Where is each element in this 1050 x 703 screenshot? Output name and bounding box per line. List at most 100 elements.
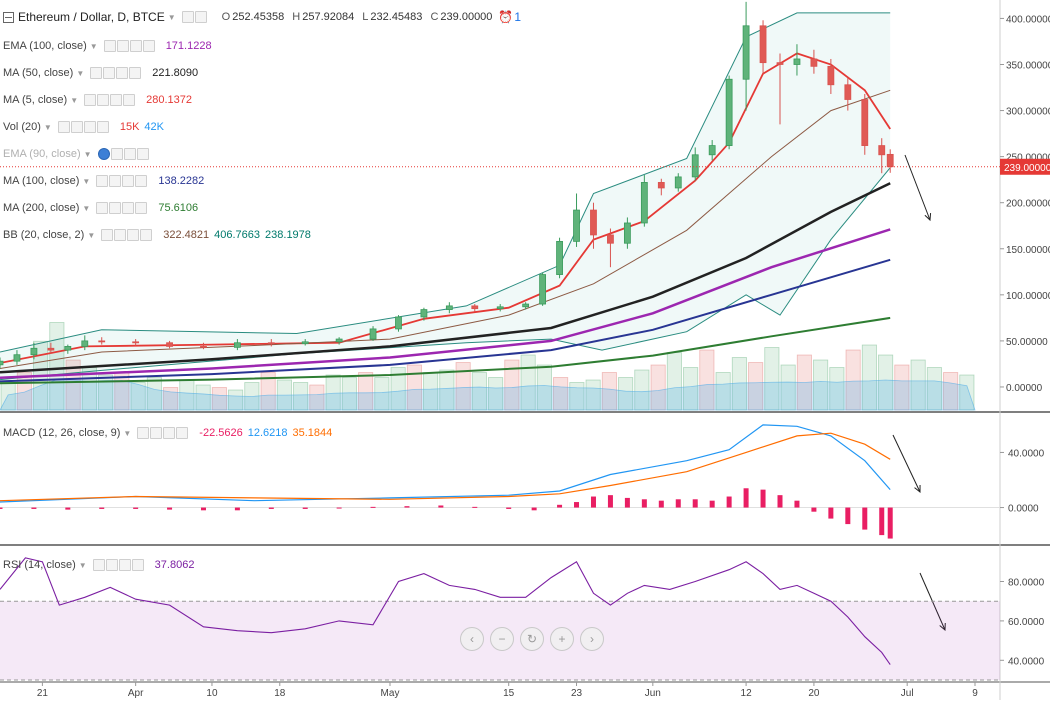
zoom-out-button[interactable]: −	[490, 627, 514, 651]
rsi-tick-label: 80.0000	[1008, 577, 1045, 588]
alert-count[interactable]: 1	[514, 10, 522, 24]
indicator-name[interactable]: EMA (100, close)	[3, 40, 87, 52]
eye-icon[interactable]	[57, 121, 70, 133]
plus-icon[interactable]	[110, 94, 123, 106]
rsi-legend[interactable]: RSI (14, close) ▼ 37.8062	[3, 557, 194, 573]
indicator-row[interactable]: EMA (100, close) ▼ 171.1228	[3, 38, 212, 54]
eye-icon[interactable]	[96, 202, 109, 214]
indicator-row[interactable]: MA (200, close) ▼ 75.6106	[3, 200, 198, 216]
gear-icon[interactable]	[70, 121, 83, 133]
close-icon[interactable]	[135, 175, 148, 187]
chevron-down-icon[interactable]: ▼	[87, 230, 96, 240]
close-icon[interactable]	[176, 427, 189, 439]
chevron-down-icon[interactable]: ▼	[167, 12, 176, 22]
high-label: H	[292, 11, 301, 23]
eye-icon[interactable]	[97, 148, 110, 160]
zoom-in-button[interactable]: +	[550, 627, 574, 651]
eye-icon[interactable]	[84, 94, 97, 106]
eye-icon[interactable]	[103, 40, 116, 52]
candle-body	[200, 346, 207, 348]
chevron-down-icon[interactable]: ▼	[82, 176, 91, 186]
candle-body	[47, 347, 55, 351]
indicator-name[interactable]: MA (100, close)	[3, 175, 80, 187]
eye-icon[interactable]	[96, 175, 109, 187]
gear-icon[interactable]	[103, 67, 116, 79]
eye-icon[interactable]	[137, 427, 150, 439]
chevron-down-icon[interactable]: ▼	[43, 122, 52, 132]
indicator-row[interactable]: MA (100, close) ▼ 138.2282	[3, 173, 204, 189]
chevron-down-icon[interactable]: ▼	[89, 41, 98, 51]
indicator-name[interactable]: MA (5, close)	[3, 94, 68, 106]
plus-icon[interactable]	[122, 202, 135, 214]
close-icon[interactable]	[96, 121, 109, 133]
eye-icon[interactable]	[90, 67, 103, 79]
indicator-row[interactable]: BB (20, close, 2) ▼ 322.4821 406.7663 238.19…	[3, 227, 311, 243]
plus-icon[interactable]	[127, 229, 140, 241]
gear-icon[interactable]	[109, 175, 122, 187]
indicator-name[interactable]: EMA (90, close)	[3, 148, 81, 160]
gear-icon[interactable]	[114, 229, 127, 241]
scroll-left-button[interactable]: ‹	[460, 627, 484, 651]
candle-body	[369, 328, 377, 340]
close-icon[interactable]	[129, 67, 142, 79]
plus-icon[interactable]	[123, 148, 136, 160]
indicator-name[interactable]: MACD (12, 26, close, 9)	[3, 427, 121, 439]
indicator-row[interactable]: EMA (90, close) ▼	[3, 146, 155, 162]
indicator-value: 238.1978	[265, 229, 311, 241]
plus-icon[interactable]	[163, 427, 176, 439]
chevron-down-icon[interactable]: ▼	[82, 203, 91, 213]
indicator-row[interactable]: Vol (20) ▼ 15K 42K	[3, 119, 164, 135]
macd-histogram-bar	[167, 507, 173, 510]
chevron-down-icon[interactable]: ▼	[78, 560, 87, 570]
chevron-down-icon[interactable]: ▼	[70, 95, 79, 105]
indicator-name[interactable]: MA (200, close)	[3, 202, 80, 214]
reset-button[interactable]: ↻	[520, 627, 544, 651]
candle-body	[98, 340, 106, 343]
close-icon[interactable]	[135, 202, 148, 214]
macd-histogram-bar	[133, 507, 139, 509]
macd-tick-label: 0.0000	[1008, 504, 1039, 515]
plus-icon[interactable]	[116, 67, 129, 79]
time-tick-label: May	[381, 688, 400, 699]
close-icon[interactable]	[140, 229, 153, 241]
gear-icon[interactable]	[116, 40, 129, 52]
gear-icon[interactable]	[105, 559, 118, 571]
indicator-row[interactable]: MA (5, close) ▼ 280.1372	[3, 92, 192, 108]
candle-body	[13, 354, 21, 362]
gear-icon[interactable]	[109, 202, 122, 214]
plus-icon[interactable]	[83, 121, 96, 133]
indicator-name[interactable]: RSI (14, close)	[3, 559, 76, 571]
settings-icon[interactable]	[181, 11, 194, 23]
plus-icon[interactable]	[118, 559, 131, 571]
close-icon[interactable]	[131, 559, 144, 571]
indicator-name[interactable]: BB (20, close, 2)	[3, 229, 85, 241]
eye-icon[interactable]	[92, 559, 105, 571]
indicator-name[interactable]: Vol (20)	[3, 121, 41, 133]
close-icon[interactable]	[142, 40, 155, 52]
indicator-row[interactable]: MA (50, close) ▼ 221.8090	[3, 65, 198, 81]
macd-histogram-bar	[862, 507, 868, 530]
plus-icon[interactable]	[129, 40, 142, 52]
chevron-down-icon[interactable]: ▼	[83, 149, 92, 159]
indicator-name[interactable]: MA (50, close)	[3, 67, 74, 79]
collapse-icon[interactable]	[3, 11, 14, 23]
gear-icon[interactable]	[150, 427, 163, 439]
candle-body	[30, 347, 38, 356]
scroll-right-button[interactable]: ›	[580, 627, 604, 651]
gear-icon[interactable]	[194, 11, 207, 23]
gear-icon[interactable]	[97, 94, 110, 106]
macd-legend[interactable]: MACD (12, 26, close, 9) ▼ -22.5626 12.6218 3…	[3, 425, 332, 441]
alarm-clock-icon[interactable]: ⏰	[498, 10, 514, 24]
gear-icon[interactable]	[110, 148, 123, 160]
chevron-down-icon[interactable]: ▼	[76, 68, 85, 78]
trend-arrow-head	[939, 622, 946, 632]
candle-body	[81, 340, 89, 347]
eye-icon[interactable]	[101, 229, 114, 241]
title-row[interactable]: Ethereum / Dollar, D, BTCE ▼ O 252.45358 …	[3, 9, 521, 25]
macd-histogram-bar	[760, 489, 766, 508]
chevron-down-icon[interactable]: ▼	[123, 428, 132, 438]
close-icon[interactable]	[123, 94, 136, 106]
close-icon[interactable]	[136, 148, 149, 160]
plus-icon[interactable]	[122, 175, 135, 187]
